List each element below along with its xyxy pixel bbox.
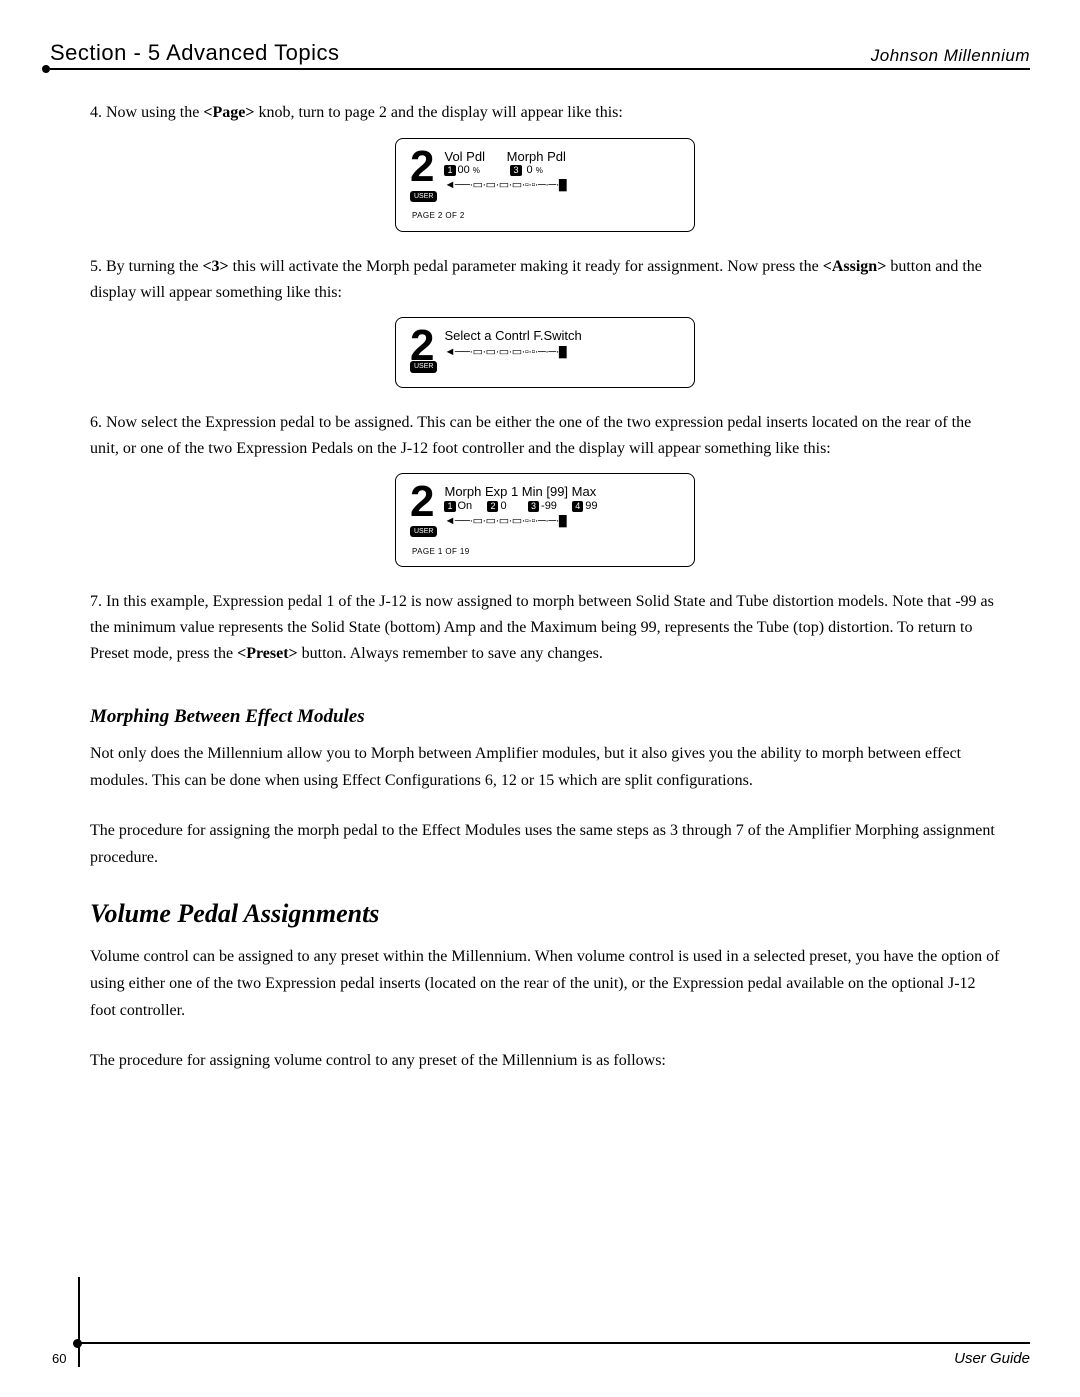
step-text: knob, turn to page 2 and the display wil… [254, 104, 622, 121]
step-text: Now select the Expression pedal to be as… [90, 414, 971, 457]
footer-label: User Guide [954, 1350, 1030, 1367]
param-value: 99 [585, 500, 597, 512]
lcd-display-3: 2 Morph Exp 1 Min [99] Max 1On 20 3-99 [395, 473, 695, 567]
header-right: Johnson Millennium [871, 46, 1030, 66]
step-7: 7. In this example, Expression pedal 1 o… [90, 589, 1000, 666]
paragraph: Not only does the Millennium allow you t… [90, 740, 1000, 794]
step-number: 7. [90, 593, 102, 610]
page-footer: 60 User Guide [0, 1342, 1080, 1367]
param-badge: 1 [444, 165, 455, 176]
header-left: Section - 5 Advanced Topics [50, 40, 340, 66]
param-value: 0 [500, 500, 506, 512]
paragraph: The procedure for assigning volume contr… [90, 1047, 1000, 1074]
step-number: 5. [90, 258, 102, 275]
display-line: Morph Exp 1 Min [99] Max [444, 484, 684, 500]
bold-assign: <Assign> [823, 258, 887, 275]
param-badge: 3 [510, 165, 521, 176]
step-number: 4. [90, 104, 102, 121]
param-badge: 4 [572, 501, 583, 512]
step-number: 6. [90, 414, 102, 431]
display-graphic: ◄──·▭·▭·▭·▭·▫·▫·─·─·█ [444, 346, 684, 359]
display-label: Vol Pdl [444, 149, 484, 164]
param-value: On [458, 500, 473, 512]
bold-3: <3> [202, 258, 228, 275]
display-label: Morph Pdl [507, 149, 566, 164]
param-value: -99 [541, 500, 557, 512]
user-tag: USER [410, 361, 437, 372]
lcd-display-1: 2 Vol Pdl Morph Pdl 11 0000 % 3 [395, 138, 695, 232]
lcd-display-2: 2 Select a Contrl F.Switch ◄──·▭·▭·▭·▭·▫… [395, 317, 695, 388]
step-4: 4. Now using the <Page> knob, turn to pa… [90, 100, 1000, 232]
param-badge: 3 [528, 501, 539, 512]
paragraph: Volume control can be assigned to any pr… [90, 943, 1000, 1025]
display-line: Select a Contrl F.Switch [444, 328, 684, 344]
display-big-number: 2 [410, 484, 434, 519]
step-text: Now using the [106, 104, 203, 121]
page-header: Section - 5 Advanced Topics Johnson Mill… [50, 40, 1030, 70]
display-graphic: ◄──·▭·▭·▭·▭·▫·▫·─·─·█ [444, 515, 684, 528]
step-text: this will activate the Morph pedal param… [229, 258, 823, 275]
step-text: button. Always remember to save any chan… [298, 645, 603, 662]
user-tag: USER [410, 191, 437, 202]
page-content: 4. Now using the <Page> knob, turn to pa… [50, 70, 1030, 1074]
display-footer: PAGE 1 OF 19 [412, 546, 684, 559]
user-tag: USER [410, 526, 437, 537]
param-badge: 1 [444, 501, 455, 512]
step-text: By turning the [106, 258, 202, 275]
display-footer: PAGE 2 OF 2 [412, 210, 684, 223]
bold-page: <Page> [203, 104, 254, 121]
bold-preset: <Preset> [237, 645, 298, 662]
display-graphic: ◄──·▭·▭·▭·▭·▫·▫·─·─·█ [444, 179, 684, 192]
paragraph: The procedure for assigning the morph pe… [90, 817, 1000, 871]
section-title: Volume Pedal Assignments [90, 899, 1000, 929]
step-5: 5. By turning the <3> this will activate… [90, 254, 1000, 388]
step-6: 6. Now select the Expression pedal to be… [90, 410, 1000, 568]
page-number: 60 [52, 1351, 66, 1366]
display-big-number: 2 [410, 149, 434, 184]
param-badge: 2 [487, 501, 498, 512]
subsection-title: Morphing Between Effect Modules [90, 706, 1000, 728]
